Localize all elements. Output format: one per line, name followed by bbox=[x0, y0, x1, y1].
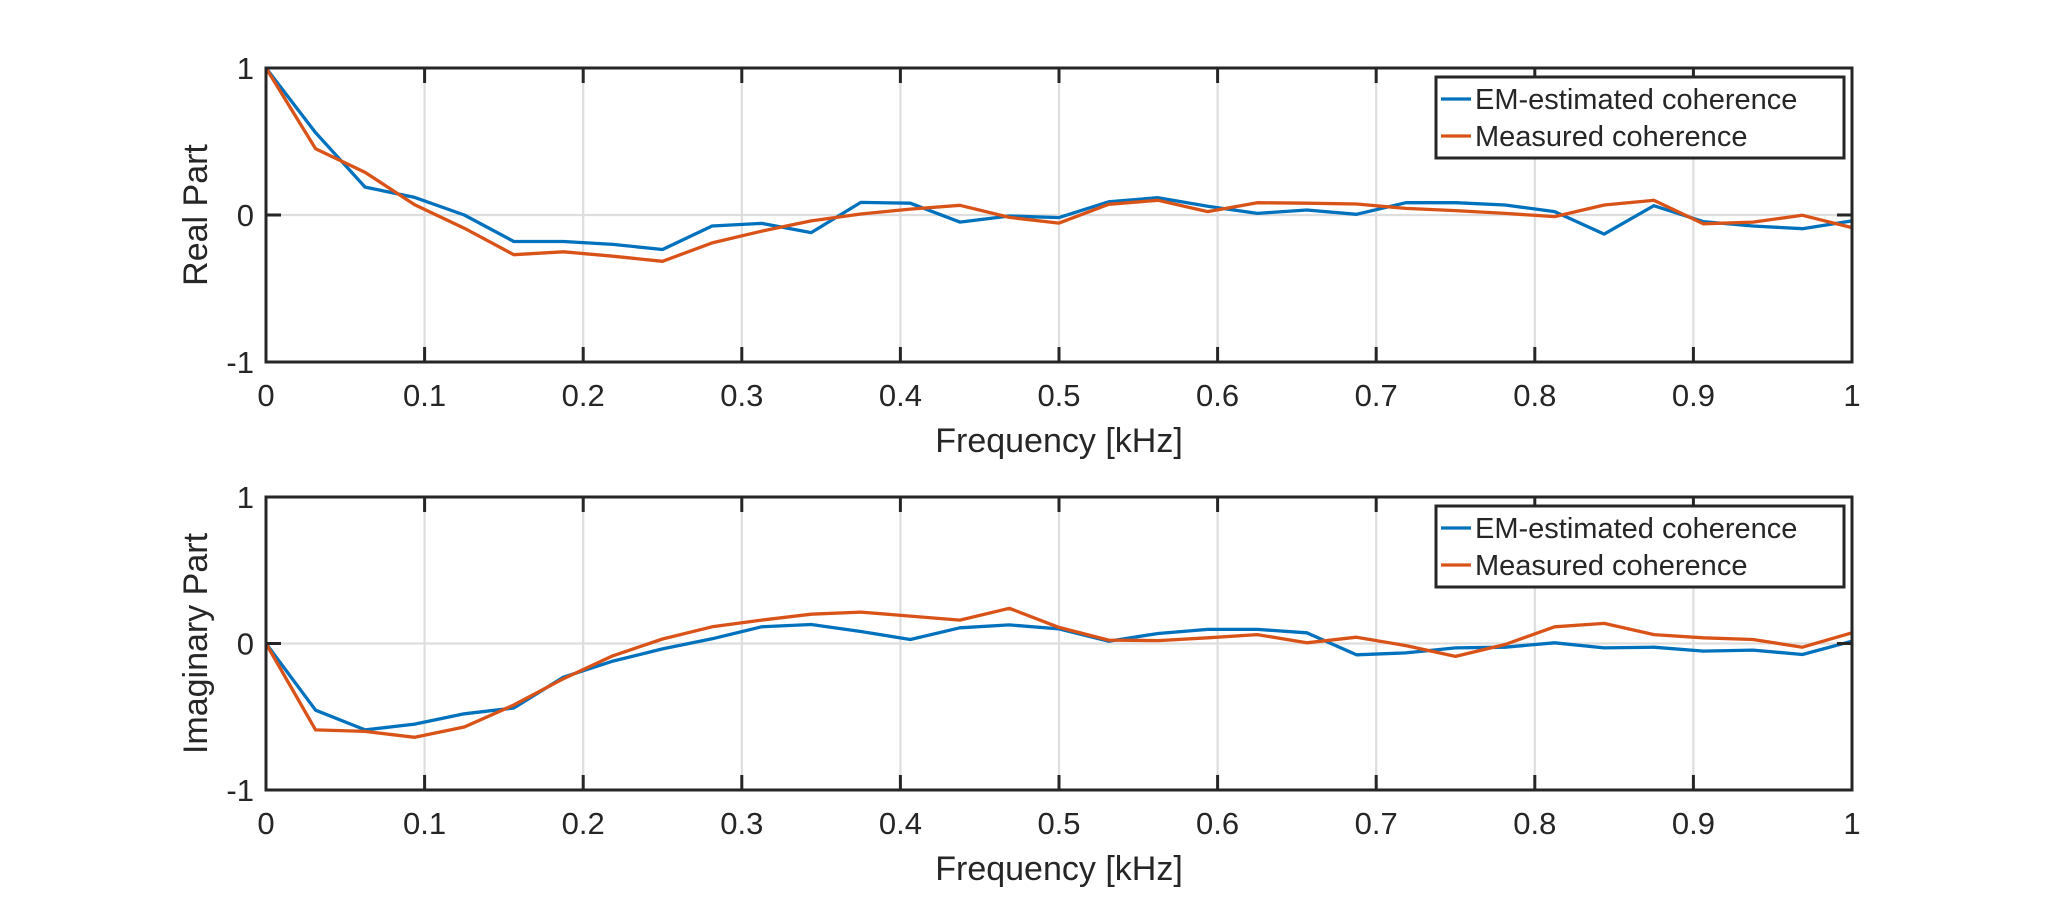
x-tick-label: 0.5 bbox=[1037, 378, 1080, 413]
y-tick-label: 0 bbox=[237, 198, 254, 233]
x-tick-label: 0 bbox=[257, 806, 274, 841]
y-axis-label: Real Part bbox=[177, 144, 215, 286]
legend-label: Measured coherence bbox=[1475, 121, 1747, 153]
x-tick-label: 0.8 bbox=[1513, 806, 1556, 841]
x-tick-label: 0.8 bbox=[1513, 378, 1556, 413]
legend-box bbox=[1434, 504, 1846, 589]
x-tick-label: 0.3 bbox=[720, 378, 763, 413]
real-part-subplot: 0 0.1 0.2 0.3 0.4 0.5 0.6 0.7 0.8 0.9 1-101Frequen… bbox=[177, 51, 1861, 460]
x-tick-label: 0.3 bbox=[720, 806, 763, 841]
legend: EM-estimated coherence Measured coherence bbox=[1434, 75, 1846, 160]
y-tick-label: 1 bbox=[237, 480, 254, 515]
y-tick-label: -1 bbox=[226, 773, 254, 808]
x-tick-label: 0.4 bbox=[879, 378, 922, 413]
imaginary-part-subplot: 0 0.1 0.2 0.3 0.4 0.5 0.6 0.7 0.8 0.9 1-101Frequen… bbox=[177, 480, 1861, 888]
x-tick-label: 0.4 bbox=[879, 806, 922, 841]
x-tick-label: 0.7 bbox=[1355, 378, 1398, 413]
legend-label: Measured coherence bbox=[1475, 550, 1747, 582]
x-tick-label: 0.2 bbox=[562, 806, 605, 841]
x-axis-label: Frequency [kHz] bbox=[935, 850, 1183, 888]
x-tick-label: 0.5 bbox=[1037, 806, 1080, 841]
series-line-measured bbox=[264, 67, 1853, 263]
y-tick-label: 1 bbox=[237, 51, 254, 86]
x-tick-label: 0.1 bbox=[403, 806, 446, 841]
x-tick-label: 0.6 bbox=[1196, 806, 1239, 841]
x-tick-label: 0.2 bbox=[562, 378, 605, 413]
legend-label: EM-estimated coherence bbox=[1475, 84, 1797, 116]
legend-label: EM-estimated coherence bbox=[1475, 513, 1797, 545]
x-tick-label: 1 bbox=[1843, 378, 1860, 413]
x-tick-label: 0 bbox=[257, 378, 274, 413]
legend-box bbox=[1434, 75, 1846, 160]
y-axis-label: Imaginary Part bbox=[177, 532, 215, 754]
y-tick-label: -1 bbox=[226, 345, 254, 380]
series-line-em-estimated bbox=[264, 66, 1853, 252]
x-axis-label: Frequency [kHz] bbox=[935, 422, 1183, 460]
x-tick-label: 0.9 bbox=[1672, 378, 1715, 413]
legend: EM-estimated coherence Measured coherence bbox=[1434, 504, 1846, 589]
x-tick-label: 0.7 bbox=[1355, 806, 1398, 841]
x-tick-label: 0.9 bbox=[1672, 806, 1715, 841]
x-tick-label: 0.1 bbox=[403, 378, 446, 413]
x-tick-label: 1 bbox=[1843, 806, 1860, 841]
x-tick-label: 0.6 bbox=[1196, 378, 1239, 413]
y-tick-label: 0 bbox=[237, 627, 254, 662]
series-line-measured bbox=[264, 606, 1853, 739]
